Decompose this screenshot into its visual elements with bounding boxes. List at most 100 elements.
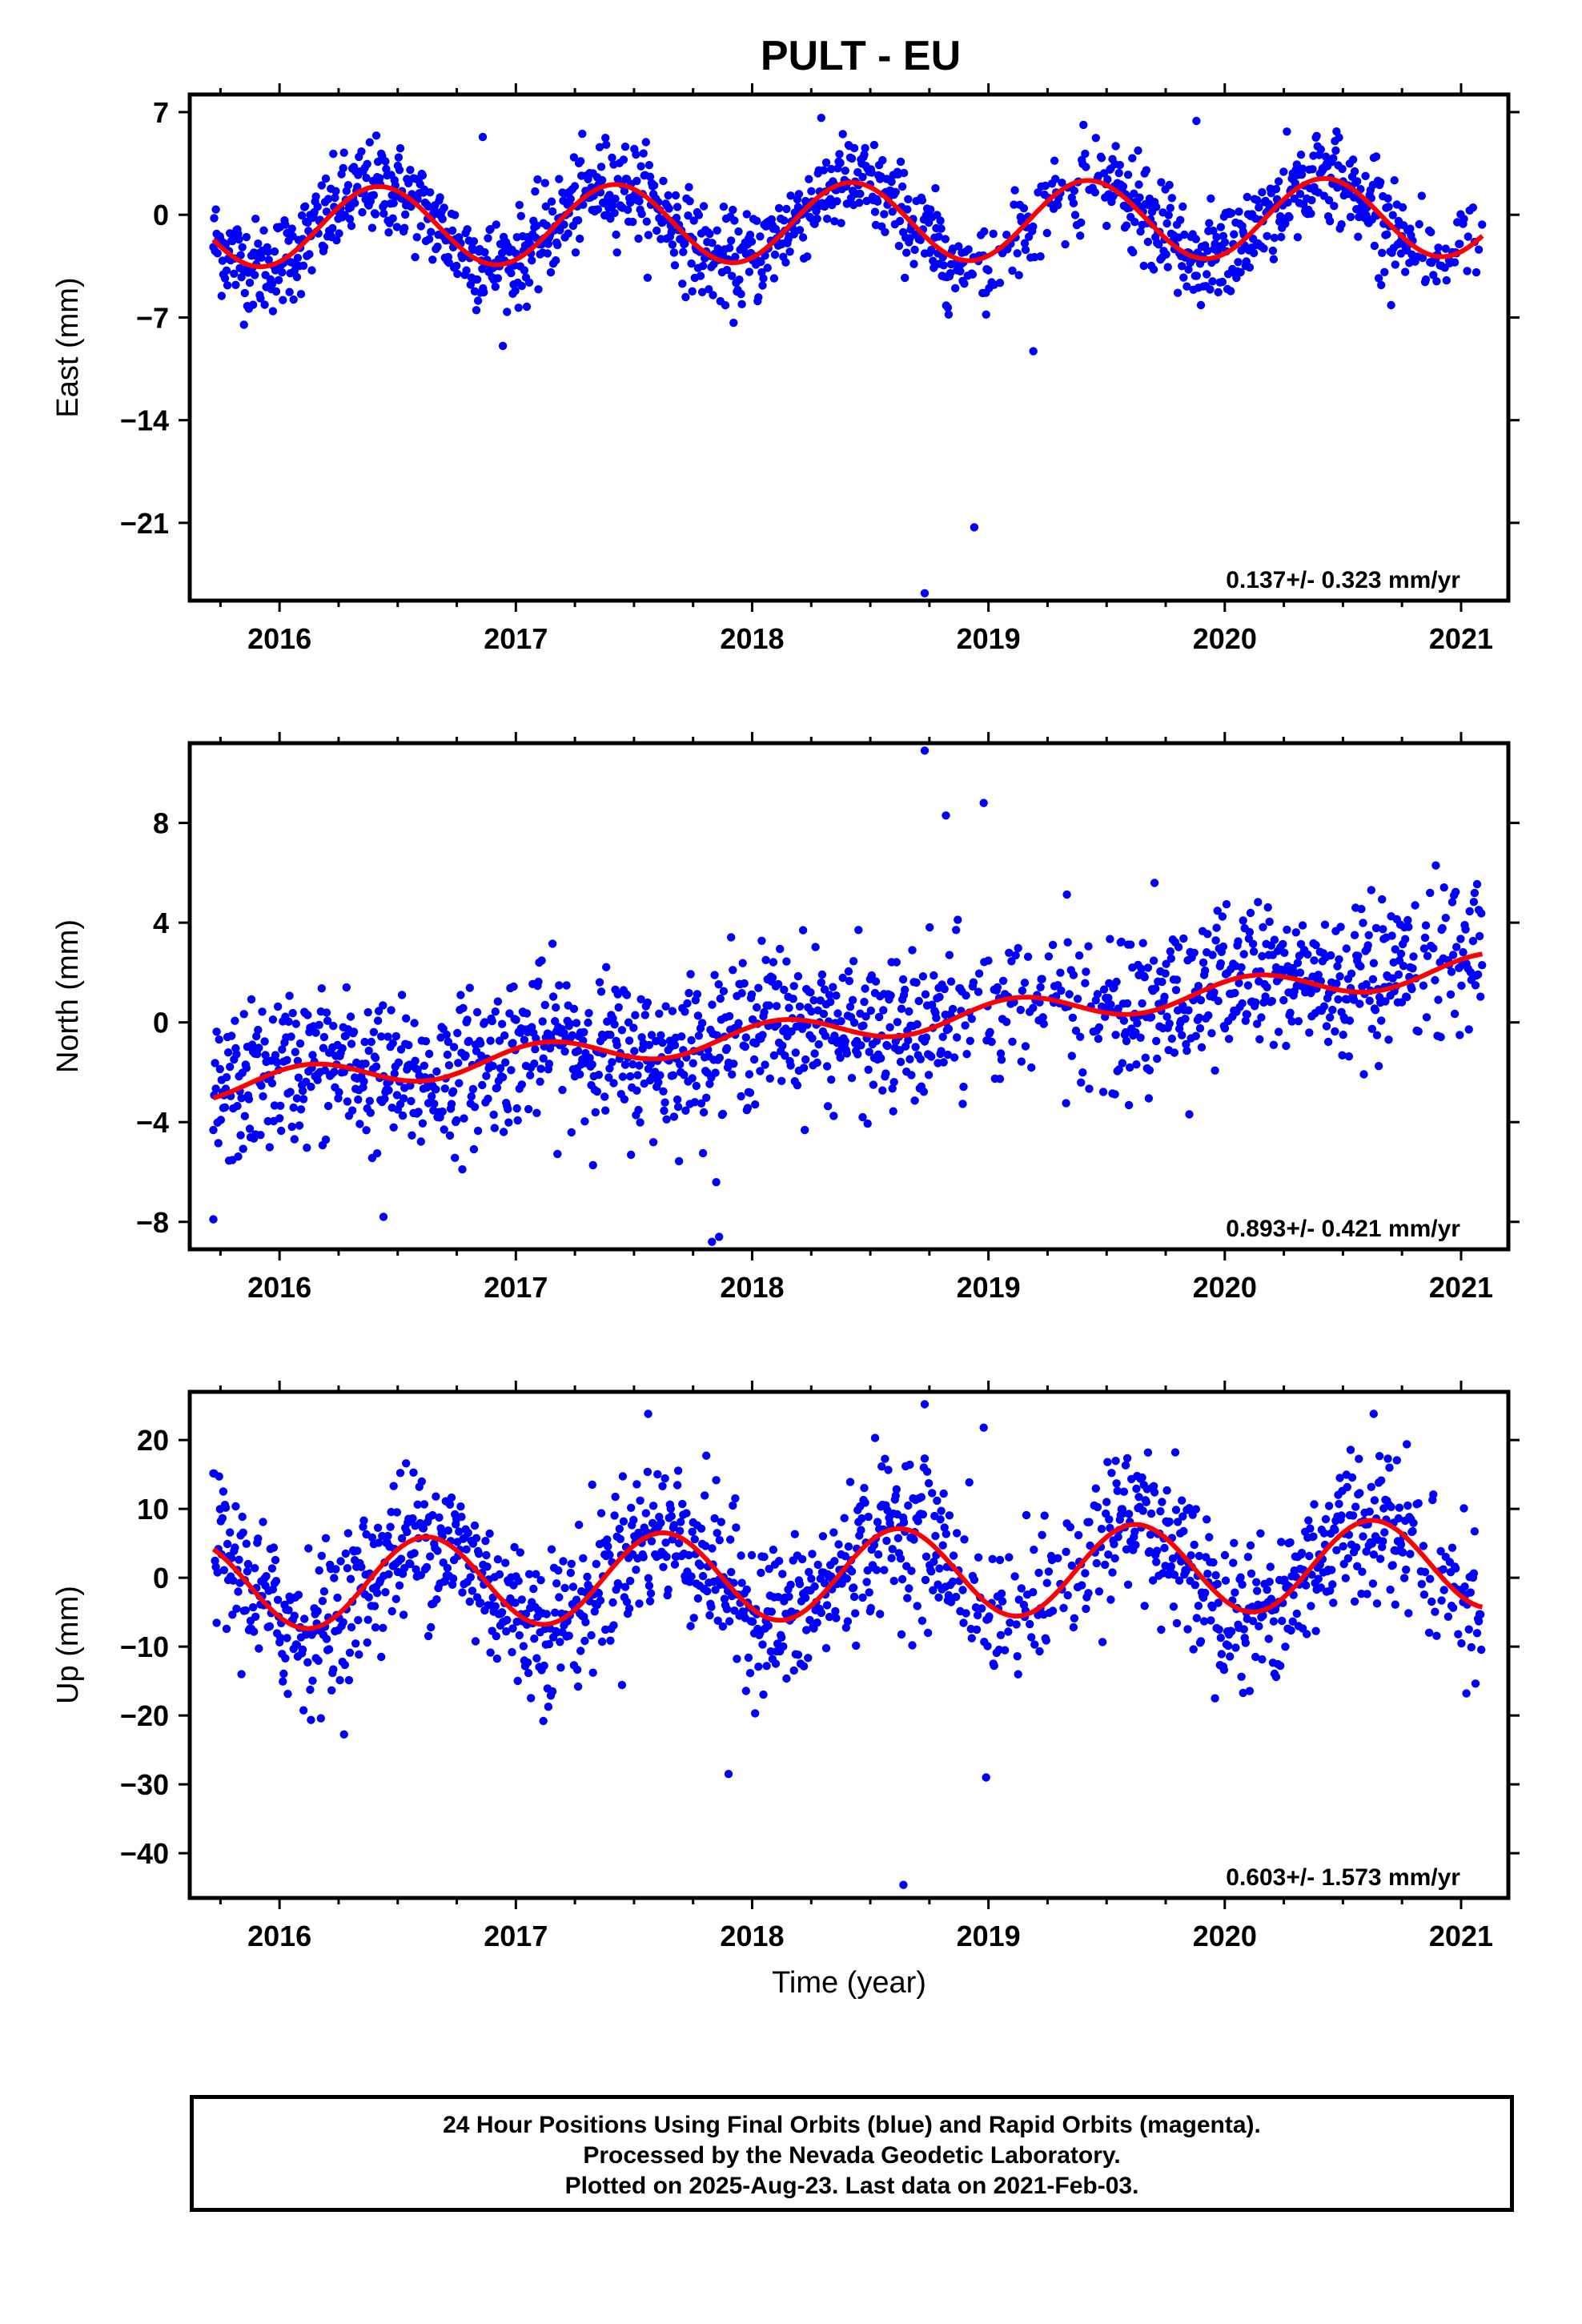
data-point: [490, 1124, 499, 1132]
data-point: [447, 1100, 456, 1108]
data-point: [1205, 1533, 1214, 1542]
data-point: [1478, 220, 1487, 229]
data-point: [948, 1004, 958, 1014]
data-point: [636, 995, 645, 1004]
data-point: [1036, 252, 1045, 261]
data-point: [542, 221, 551, 230]
data-point: [363, 1615, 372, 1624]
data-point: [1203, 1515, 1211, 1524]
data-point: [242, 1063, 251, 1072]
data-point: [896, 157, 905, 167]
data-point: [961, 1021, 970, 1030]
data-point: [1439, 1565, 1447, 1574]
data-point: [708, 1544, 717, 1553]
data-point: [1468, 936, 1478, 946]
data-point: [416, 1137, 425, 1146]
data-point: [491, 282, 500, 292]
data-point: [1078, 1581, 1086, 1590]
data-point: [1166, 954, 1176, 963]
data-point: [946, 977, 956, 986]
data-point: [285, 287, 294, 296]
data-point: [1307, 1602, 1315, 1610]
data-point: [1151, 984, 1160, 993]
data-point: [805, 175, 813, 183]
y-tick-label: 0: [153, 1562, 169, 1594]
data-point: [553, 240, 562, 250]
data-point: [1378, 248, 1387, 257]
data-point: [804, 1654, 813, 1663]
data-point: [353, 1546, 362, 1555]
data-point: [1241, 1638, 1251, 1647]
data-point: [1320, 920, 1330, 929]
data-point: [927, 245, 936, 255]
data-point: [731, 1494, 740, 1503]
data-point: [565, 1019, 574, 1028]
data-point: [387, 1006, 396, 1015]
data-point: [406, 166, 415, 175]
data-point: [1179, 273, 1188, 282]
data-point: [1163, 263, 1172, 271]
data-point: [1336, 923, 1345, 931]
data-point: [645, 172, 655, 181]
data-point: [489, 1110, 498, 1120]
data-point: [644, 1581, 654, 1590]
data-point: [904, 1501, 913, 1510]
data-point: [1264, 1634, 1273, 1643]
data-point: [799, 1063, 809, 1072]
data-point: [1224, 1035, 1234, 1043]
data-point: [1076, 231, 1085, 240]
data-point: [220, 1103, 230, 1112]
data-point: [1464, 1625, 1473, 1634]
data-point: [1466, 1588, 1476, 1597]
data-point: [1274, 177, 1283, 186]
data-point: [1335, 1474, 1344, 1482]
data-point: [819, 166, 829, 175]
data-point: [1178, 1496, 1186, 1505]
data-point: [1426, 1574, 1435, 1583]
data-point: [844, 967, 853, 976]
data-point: [287, 224, 296, 233]
data-point: [1091, 134, 1101, 143]
data-point: [413, 1500, 422, 1510]
data-point: [814, 1039, 823, 1049]
data-point: [576, 234, 584, 243]
data-point: [536, 1576, 545, 1585]
data-point: [359, 1516, 368, 1525]
data-point: [373, 1016, 383, 1025]
data-point: [1007, 957, 1016, 966]
data-point: [1377, 1016, 1386, 1025]
data-point: [1138, 1473, 1146, 1482]
data-point: [256, 294, 265, 303]
data-point: [1335, 133, 1343, 142]
data-point: [1135, 193, 1144, 202]
data-point: [1070, 187, 1079, 195]
data-point: [1030, 1546, 1038, 1554]
data-point: [665, 204, 673, 213]
data-point: [883, 1041, 892, 1051]
data-point: [268, 1015, 278, 1024]
data-point: [297, 211, 307, 220]
data-point: [985, 1612, 994, 1621]
data-point: [1291, 928, 1301, 937]
data-point: [1048, 940, 1058, 950]
data-point: [365, 1096, 374, 1106]
data-point: [608, 1598, 617, 1607]
data-point: [870, 1433, 880, 1442]
data-point: [1077, 1078, 1086, 1088]
data-point: [813, 1618, 821, 1627]
data-point: [1367, 886, 1376, 895]
data-point: [673, 1481, 682, 1490]
data-point: [1295, 968, 1305, 977]
data-point: [936, 1515, 945, 1524]
data-point: [661, 1538, 670, 1547]
data-point: [1103, 1458, 1112, 1466]
data-point: [701, 1491, 709, 1500]
data-point: [860, 150, 869, 159]
data-point: [962, 1050, 971, 1059]
data-point: [566, 195, 575, 203]
data-point: [286, 1088, 295, 1096]
data-point: [937, 1506, 946, 1515]
data-point: [673, 1103, 683, 1112]
data-point: [793, 1651, 803, 1659]
data-point: [1148, 1576, 1158, 1585]
